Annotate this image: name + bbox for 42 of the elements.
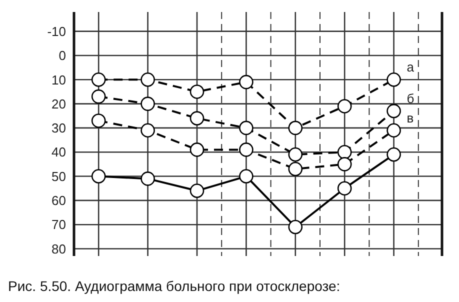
point: [337, 99, 352, 114]
point: [239, 169, 254, 184]
point: [239, 74, 254, 90]
point: [386, 147, 401, 162]
y-tick-label: 70: [52, 217, 66, 232]
point: [337, 181, 352, 196]
y-tick-label: 10: [52, 72, 66, 88]
point: [140, 72, 155, 87]
point: [386, 72, 401, 87]
point: [91, 114, 106, 128]
point: [337, 157, 352, 172]
point: [239, 120, 254, 136]
series-label: б: [406, 91, 414, 106]
y-tick-label: -10: [47, 24, 66, 39]
point: [91, 72, 106, 87]
y-tick-label: 50: [52, 168, 66, 184]
point: [190, 184, 204, 198]
point: [386, 123, 401, 138]
point: [337, 144, 352, 160]
point: [239, 142, 254, 157]
point: [91, 89, 106, 104]
y-tick-label: 60: [52, 193, 66, 208]
y-tick-label: 40: [52, 144, 66, 160]
point: [288, 162, 303, 176]
point: [91, 169, 106, 184]
point: [140, 172, 155, 186]
point: [288, 220, 303, 234]
y-tick-label: 80: [52, 241, 66, 256]
point: [190, 111, 204, 126]
point: [288, 147, 303, 162]
point: [190, 84, 204, 99]
y-tick-label: 20: [52, 96, 66, 112]
point: [140, 123, 155, 138]
y-tick-label: 0: [58, 48, 66, 64]
series-label: а: [406, 60, 415, 75]
y-tick-label: 30: [52, 120, 66, 136]
point: [190, 142, 204, 157]
series-label: в: [406, 110, 414, 126]
text: Рис. 5.50. Аудиограмма больного при отосклерозе:: [8, 278, 342, 294]
point: [288, 120, 303, 136]
point: [386, 104, 401, 118]
point: [140, 96, 155, 111]
